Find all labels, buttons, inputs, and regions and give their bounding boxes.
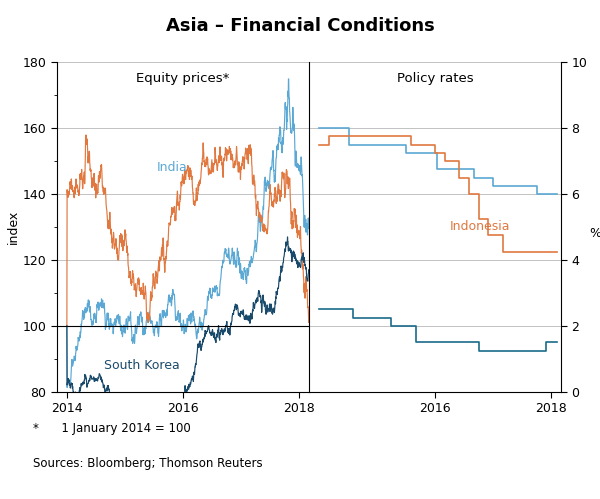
Text: Policy rates: Policy rates: [397, 72, 473, 85]
Text: Indonesia: Indonesia: [449, 221, 510, 234]
Text: Asia – Financial Conditions: Asia – Financial Conditions: [166, 17, 434, 35]
Text: India: India: [157, 161, 188, 174]
Y-axis label: index: index: [7, 210, 20, 244]
Text: South Korea: South Korea: [104, 359, 180, 372]
Text: *      1 January 2014 = 100: * 1 January 2014 = 100: [33, 422, 191, 435]
Y-axis label: %: %: [590, 227, 600, 240]
Text: Equity prices*: Equity prices*: [136, 72, 230, 85]
Text: Sources: Bloomberg; Thomson Reuters: Sources: Bloomberg; Thomson Reuters: [33, 457, 263, 470]
